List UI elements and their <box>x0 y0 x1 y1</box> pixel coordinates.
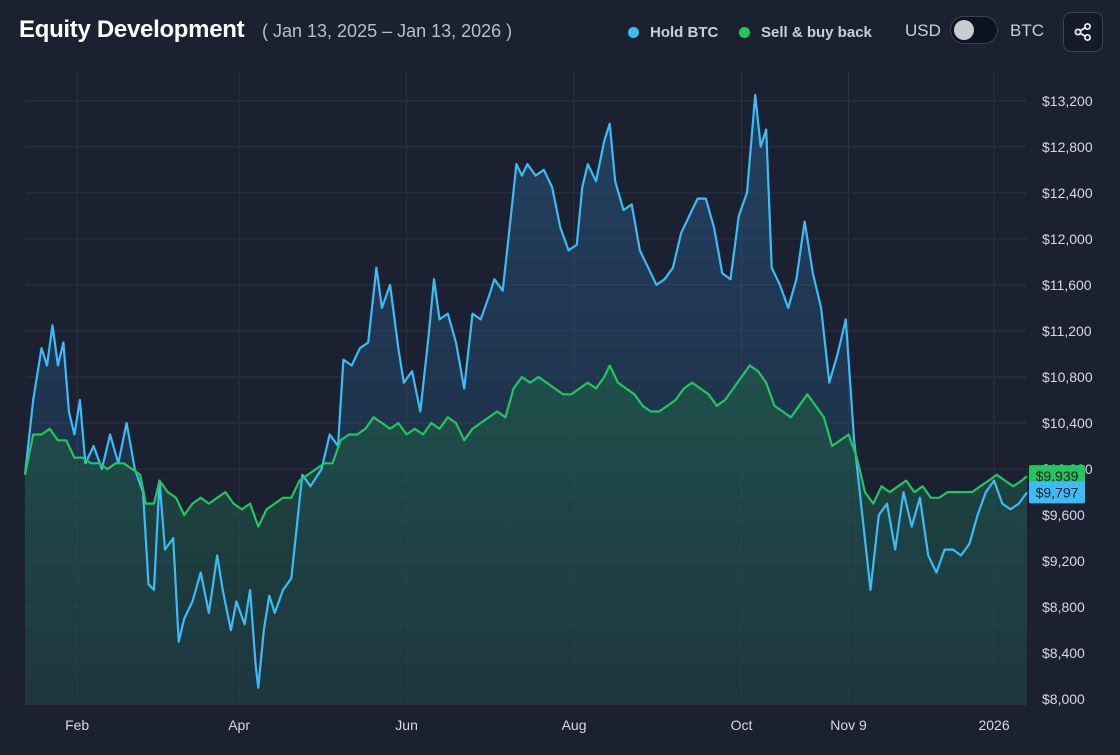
x-tick-label: Nov 9 <box>830 717 867 733</box>
y-axis: $8,000$8,400$8,800$9,200$9,600$10,000$10… <box>1042 93 1093 707</box>
y-tick-label: $8,400 <box>1042 645 1085 661</box>
y-tick-label: $8,800 <box>1042 599 1085 615</box>
currency-usd-label: USD <box>905 21 941 40</box>
date-range: ( Jan 13, 2025 – Jan 13, 2026 ) <box>262 21 513 41</box>
y-tick-label: $9,600 <box>1042 507 1085 523</box>
hold-btc-line[interactable] <box>23 93 1028 689</box>
hold-btc-last-value-tag <box>1029 481 1085 504</box>
x-tick-label: Feb <box>65 717 89 733</box>
x-axis: Feb Apr Jun Aug Oct Nov 9 2026 <box>65 717 1010 733</box>
y-tick-label: $11,600 <box>1042 277 1092 293</box>
chart-lines <box>23 93 1028 689</box>
y-tick-label: $10,800 <box>1042 369 1093 385</box>
page-title: Equity Development <box>19 16 245 43</box>
currency-btc-label: BTC <box>1010 21 1044 40</box>
y-tick-label: $12,400 <box>1042 185 1093 201</box>
last-value-tags: $9,939$9,797 <box>1029 465 1085 504</box>
sell-buy-back-area <box>25 365 1027 705</box>
legend-dot-sell-buy-back <box>739 26 750 38</box>
legend-label-sell-buy-back: Sell & buy back <box>761 23 872 41</box>
x-tick-label: Apr <box>228 717 250 733</box>
chart-header: Equity Development ( Jan 13, 2025 – Jan … <box>0 0 1120 64</box>
toggle-knob <box>954 20 974 40</box>
currency-toggle[interactable] <box>950 16 998 44</box>
y-tick-label: $10,400 <box>1042 415 1093 431</box>
x-tick-label: Oct <box>731 717 753 733</box>
legend-label-hold-btc: Hold BTC <box>650 23 719 41</box>
legend-item-hold-btc[interactable]: Hold BTC <box>628 22 718 42</box>
sell-buy-back-line[interactable] <box>23 364 1028 528</box>
y-tick-label: $12,800 <box>1042 139 1093 155</box>
y-tick-label: $13,200 <box>1042 93 1093 109</box>
y-tick-label: $12,000 <box>1042 231 1093 247</box>
x-tick-label: Jun <box>395 717 418 733</box>
y-tick-label: $9,200 <box>1042 553 1085 569</box>
legend-dot-hold-btc <box>628 26 639 38</box>
chart-areas <box>25 95 1027 705</box>
share-button[interactable] <box>1063 12 1103 52</box>
share-icon <box>1074 23 1091 41</box>
y-tick-label: $11,200 <box>1042 323 1092 339</box>
legend-item-sell-buy-back[interactable]: Sell & buy back <box>739 22 872 42</box>
x-tick-label: Aug <box>562 717 587 733</box>
y-tick-label: $8,000 <box>1042 691 1085 707</box>
x-tick-label: 2026 <box>978 717 1009 733</box>
hold-btc-last-value-tag-label: $9,797 <box>1036 484 1079 500</box>
sell-buy-back-last-value-tag-label: $9,939 <box>1036 468 1079 484</box>
